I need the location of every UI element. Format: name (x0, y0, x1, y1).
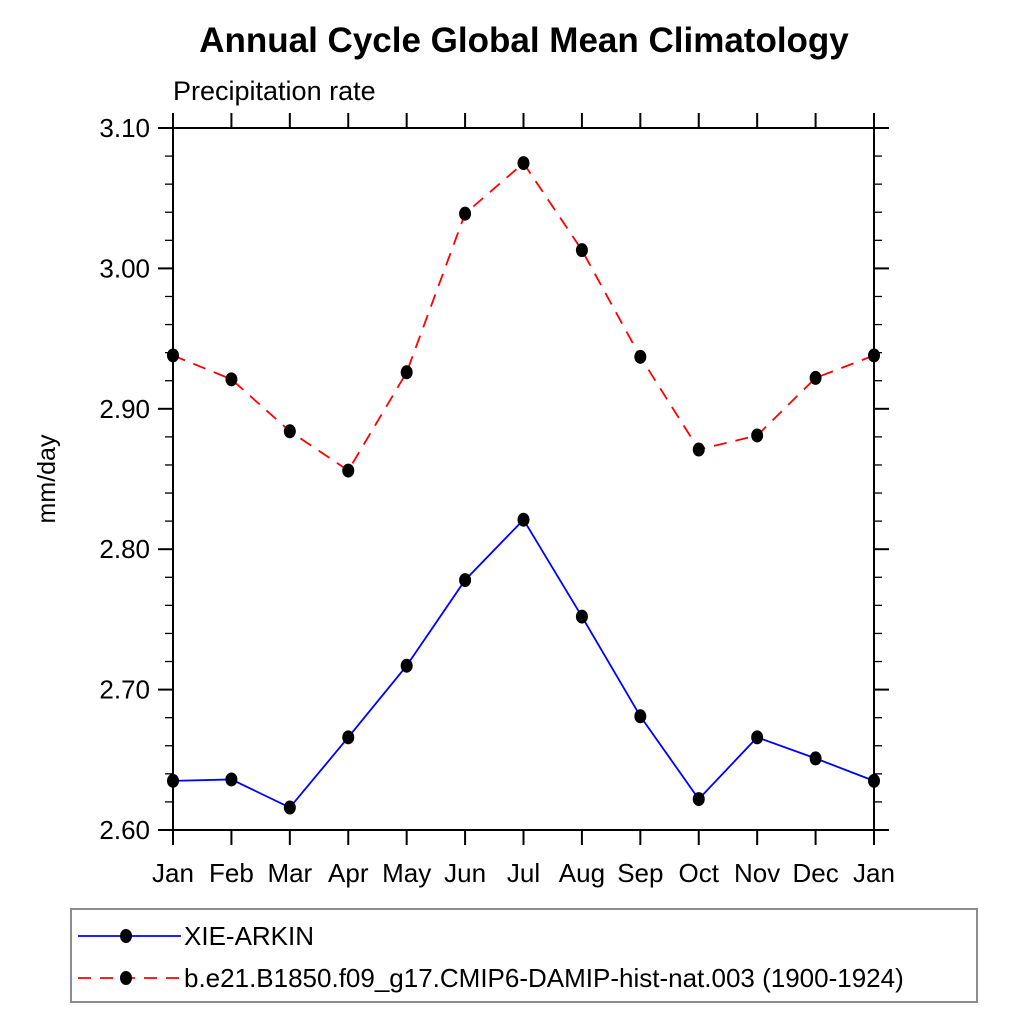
data-point-marker (459, 206, 472, 221)
data-point-marker (342, 463, 355, 478)
y-tick-label: 2.90 (99, 394, 150, 424)
x-tick-label: Jun (444, 858, 486, 888)
legend-label: b.e21.B1850.f09_g17.CMIP6-DAMIP-hist-nat… (184, 962, 904, 993)
series-line-xie-arkin (172, 518, 875, 809)
x-tick-label: Mar (267, 858, 312, 888)
plot-area: 2.60 2.70 2.80 2.90 3.00 3.10 Jan Feb Mar Apr May J… (99, 113, 895, 888)
legend-item-model-run: b.e21.B1850.f09_g17.CMIP6-DAMIP-hist-nat… (78, 962, 904, 994)
data-point-marker (751, 428, 764, 443)
data-point-marker (283, 424, 296, 439)
y-tick-label: 2.80 (99, 534, 150, 564)
data-point-marker (167, 348, 179, 363)
y-tick-label: 2.70 (99, 675, 150, 705)
x-tick-label: Apr (328, 858, 369, 888)
legend: XIE-ARKIN b.e21.B1850.f09_g17.CMIP6-DAMI… (70, 908, 978, 1003)
data-point-marker (283, 800, 296, 815)
y-axis-label: mm/day (33, 434, 61, 523)
x-tick-label: Sep (617, 858, 663, 888)
data-point-marker (517, 156, 530, 171)
legend-line-sample-icon (78, 971, 181, 985)
x-tick-label: Nov (734, 858, 780, 888)
data-point-marker (342, 730, 355, 745)
x-tick-label: Oct (679, 858, 720, 888)
legend-marker-dot (120, 929, 132, 943)
y-tick-label: 3.10 (99, 113, 150, 143)
legend-line-sample-icon (78, 929, 181, 943)
data-point-marker (400, 365, 413, 380)
data-point-marker (809, 751, 822, 766)
data-point-marker (634, 709, 647, 724)
y-tick-label: 2.60 (99, 815, 150, 845)
data-point-marker (868, 348, 880, 363)
plot-frame (172, 127, 875, 831)
legend-marker-dot (120, 971, 132, 985)
chart-canvas: Annual Cycle Global Mean Climatology Pre… (33, 21, 895, 888)
data-point-marker (400, 658, 413, 673)
data-point-marker (167, 773, 179, 788)
legend-label: XIE-ARKIN (184, 920, 315, 951)
x-tick-label: Jul (507, 858, 540, 888)
data-point-marker (634, 349, 647, 364)
series-line-model-run (172, 161, 875, 472)
chart-subtitle: Precipitation rate (173, 76, 376, 106)
data-point-marker (692, 792, 705, 807)
data-point-marker (575, 243, 588, 258)
x-tick-label: Jan (152, 858, 194, 888)
legend-item-xie-arkin: XIE-ARKIN (78, 920, 314, 952)
data-point-marker (225, 372, 238, 387)
x-tick-label: Feb (209, 858, 254, 888)
chart-title: Annual Cycle Global Mean Climatology (199, 21, 849, 60)
x-tick-label: Dec (792, 858, 838, 888)
data-point-marker (692, 442, 705, 457)
data-point-marker (809, 370, 822, 385)
data-point-marker (868, 773, 880, 788)
x-tick-label: Aug (559, 858, 605, 888)
data-point-marker (225, 772, 238, 787)
data-point-marker (751, 730, 764, 745)
x-tick-label: Jan (853, 858, 895, 888)
data-point-marker (575, 609, 588, 624)
y-tick-label: 3.00 (99, 253, 150, 283)
data-point-marker (459, 573, 472, 588)
data-point-marker (517, 512, 530, 527)
x-tick-label: May (382, 858, 431, 888)
